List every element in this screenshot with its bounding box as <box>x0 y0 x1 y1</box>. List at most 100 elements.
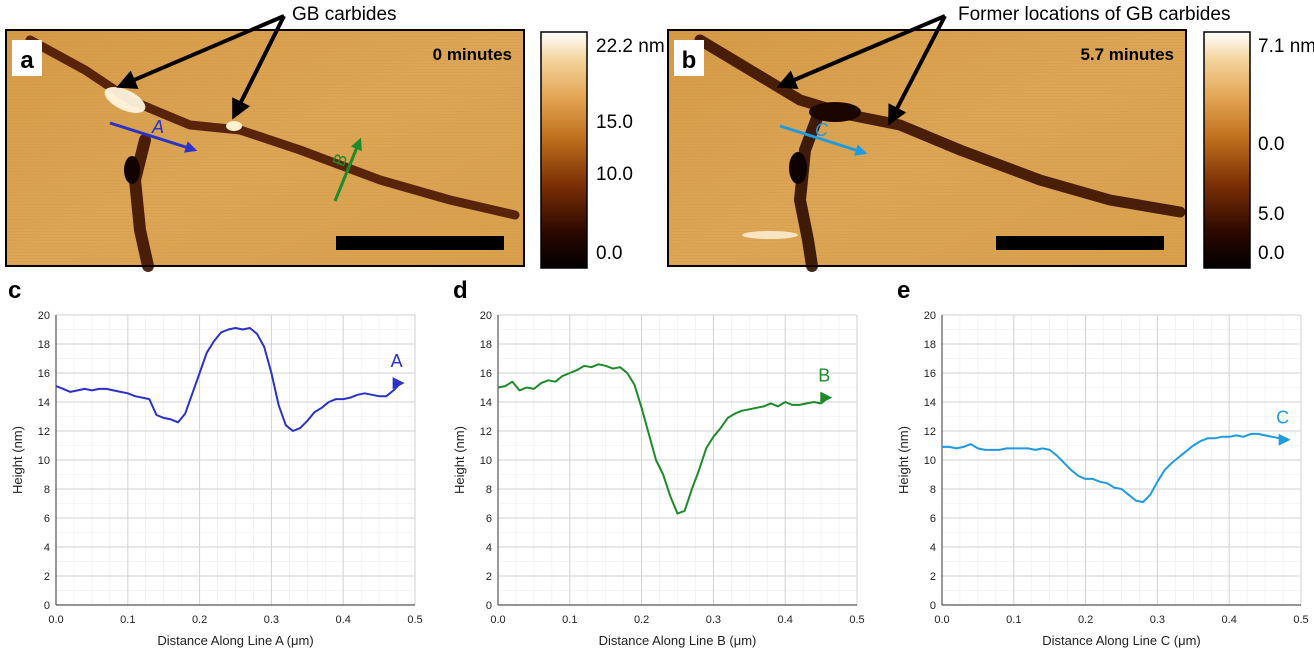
series-end-arrow <box>392 377 405 390</box>
x-tick-label: 0.1 <box>1006 614 1021 626</box>
afm-frame-a <box>5 29 525 267</box>
y-tick-label: 12 <box>38 426 50 438</box>
colorbar-max-label: 7.1 nm <box>1258 36 1314 57</box>
y-tick-label: 2 <box>44 571 50 583</box>
x-tick-label: 0.4 <box>336 614 351 626</box>
panel-letter-d: d <box>453 277 468 304</box>
pit <box>124 156 140 184</box>
panel-letter-a: a <box>20 47 34 74</box>
y-tick-label: 12 <box>924 426 936 438</box>
afm-panel-b: b 5.7 minutes C Former locations of GB c… <box>667 4 1230 272</box>
series-line-B <box>497 363 829 515</box>
y-axis-label: Height (nm) <box>896 426 911 494</box>
y-tick-label: 20 <box>480 310 492 322</box>
chart-e: e 0.0 0.1 0.2 0.3 0.4 0.5 0 2 4 6 8 10 12 14 16 18 20 Dist… <box>896 277 1309 648</box>
y-tick-label: 2 <box>930 571 936 583</box>
x-tick-label: 0.5 <box>849 614 864 626</box>
callout-arrow <box>232 15 286 120</box>
y-tick-label: 14 <box>38 397 50 409</box>
chart-d: d 0.0 0.1 0.2 0.3 0.4 0.5 0 2 4 6 8 10 12 14 16 18 20 Dist… <box>452 277 865 648</box>
panel-letter-b: b <box>682 47 697 74</box>
x-tick-label: 0.0 <box>490 614 505 626</box>
callout-arrow <box>776 14 946 89</box>
y-tick-label: 6 <box>486 513 492 525</box>
x-tick-label: 0.2 <box>1078 614 1093 626</box>
x-axis-label: Distance Along Line B (μm) <box>599 633 757 648</box>
callout-text-a: GB carbides <box>292 4 397 25</box>
colorbar-a: 22.2 nm 15.0 10.0 0.0 <box>540 31 665 269</box>
x-tick-label: 0.1 <box>120 614 135 626</box>
x-tick-label: 0.4 <box>1222 614 1237 626</box>
series-label: B <box>818 366 830 386</box>
x-tick-label: 0.3 <box>1150 614 1165 626</box>
bright-streak <box>742 231 798 239</box>
y-tick-label: 10 <box>480 455 492 467</box>
y-tick-label: 18 <box>38 339 50 351</box>
scale-bar-a <box>336 236 504 250</box>
x-axis-label: Distance Along Line A (μm) <box>157 633 313 648</box>
series-label: A <box>391 351 403 371</box>
y-tick-label: 0 <box>44 600 50 612</box>
colorbar-max-label: 22.2 nm <box>596 36 665 57</box>
pit <box>809 102 861 122</box>
scale-bar-b <box>996 236 1164 250</box>
time-label-b: 5.7 minutes <box>1080 45 1174 64</box>
series-end-arrow <box>820 391 833 404</box>
x-tick-label: 0.1 <box>562 614 577 626</box>
x-tick-label: 0.0 <box>934 614 949 626</box>
colorbar-tick: 10.0 <box>596 164 633 185</box>
x-tick-label: 0.2 <box>192 614 207 626</box>
afm-panel-a: a 0 minutes A B GB carbides <box>5 4 525 272</box>
y-tick-label: 20 <box>38 310 50 322</box>
y-tick-label: 8 <box>930 484 936 496</box>
panel-letter-badge <box>674 40 704 76</box>
chart-c: c 0.0 0.1 0.2 0.3 0.4 0.5 0 2 4 6 8 10 12 14 16 18 20 Dist… <box>8 277 423 648</box>
gb-carbide <box>226 121 242 131</box>
profile-line-a <box>109 121 198 153</box>
pit <box>789 152 807 184</box>
series-label: C <box>1276 408 1289 428</box>
y-tick-label: 8 <box>486 484 492 496</box>
colorbar-gradient <box>540 31 588 269</box>
grain-boundary <box>25 35 520 220</box>
y-tick-label: 0 <box>486 600 492 612</box>
series-line-A <box>55 327 402 432</box>
afm-frame-b <box>667 29 1187 267</box>
y-tick-label: 10 <box>38 455 50 467</box>
y-tick-label: 18 <box>924 339 936 351</box>
y-tick-label: 8 <box>44 484 50 496</box>
y-tick-label: 6 <box>44 513 50 525</box>
colorbar-tick: 15.0 <box>596 112 633 133</box>
callout-arrow <box>116 14 285 89</box>
x-tick-label: 0.2 <box>634 614 649 626</box>
x-tick-label: 0.5 <box>1293 614 1308 626</box>
y-tick-label: 14 <box>480 397 492 409</box>
panel-letter-c: c <box>8 277 21 304</box>
colorbar-tick: 5.0 <box>1258 204 1284 225</box>
y-tick-label: 4 <box>44 542 50 554</box>
y-axis-label: Height (nm) <box>452 426 467 494</box>
y-tick-label: 12 <box>480 426 492 438</box>
colorbar-gradient <box>1203 31 1251 269</box>
grain-boundary <box>128 134 154 272</box>
x-tick-label: 0.3 <box>264 614 279 626</box>
profile-line-c-label: C <box>815 120 829 140</box>
y-tick-label: 16 <box>38 368 50 380</box>
panel-letter-badge <box>12 40 42 76</box>
profile-line-b <box>333 137 362 202</box>
y-tick-label: 20 <box>924 310 936 322</box>
y-tick-label: 16 <box>480 368 492 380</box>
y-tick-label: 6 <box>930 513 936 525</box>
profile-line-c <box>779 124 868 156</box>
callout-text-b: Former locations of GB carbides <box>958 4 1230 25</box>
colorbar-tick: 0.0 <box>1258 243 1284 264</box>
y-tick-label: 2 <box>486 571 492 583</box>
y-tick-label: 14 <box>924 397 936 409</box>
y-axis-label: Height (nm) <box>10 426 25 494</box>
x-tick-label: 0.5 <box>407 614 422 626</box>
series-line-C <box>942 432 1287 504</box>
x-tick-label: 0.4 <box>778 614 793 626</box>
y-tick-label: 0 <box>930 600 936 612</box>
time-label-a: 0 minutes <box>433 45 512 64</box>
